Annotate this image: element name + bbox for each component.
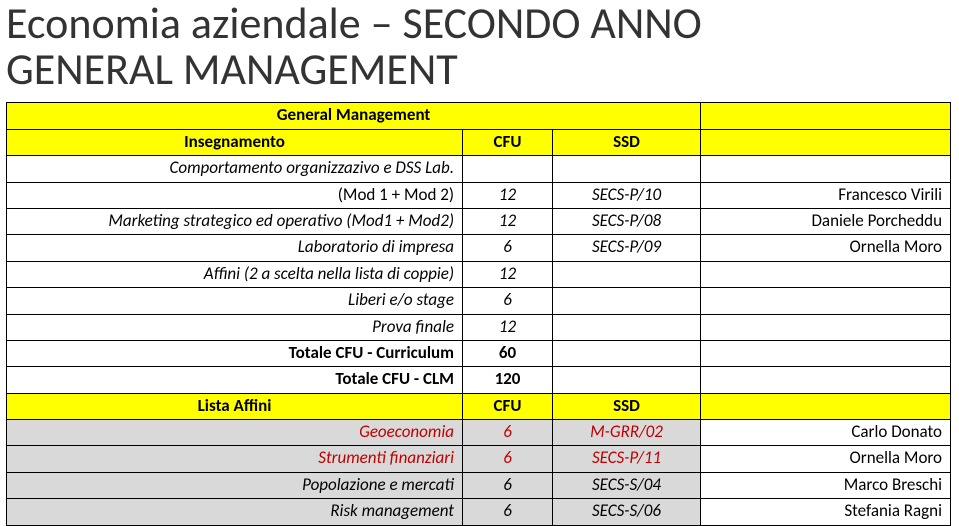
- table-header-row: General Management: [7, 103, 951, 129]
- header-empty: [701, 103, 951, 129]
- row-ssd: [553, 261, 701, 287]
- row-name: Totale CFU - Curriculum: [7, 340, 463, 366]
- affini-name: Strumenti finanziari: [7, 446, 463, 472]
- table-row: Liberi e/o stage 6: [7, 288, 951, 314]
- table-row: Marketing strategico ed operativo (Mod1 …: [7, 208, 951, 234]
- row-cfu: 6: [463, 235, 553, 261]
- affini-cfu: 6: [463, 420, 553, 446]
- affini-cfu: 6: [463, 446, 553, 472]
- table-row-total: Totale CFU - CLM 120: [7, 367, 951, 393]
- row-ssd: [553, 314, 701, 340]
- affini-col-lista: Lista Affini: [7, 393, 463, 419]
- table-subheader-row: Insegnamento CFU SSD: [7, 129, 951, 155]
- affini-row: Popolazione e mercati 6 SECS-S/04 Marco …: [7, 472, 951, 498]
- subheader-empty: [701, 129, 951, 155]
- table-row: Laboratorio di impresa 6 SECS-P/09 Ornel…: [7, 235, 951, 261]
- col-cfu: CFU: [463, 129, 553, 155]
- row-ssd: [553, 156, 701, 182]
- row-teacher: [701, 261, 951, 287]
- row-teacher: [701, 156, 951, 182]
- col-insegnamento: Insegnamento: [7, 129, 463, 155]
- row-cfu: [463, 156, 553, 182]
- affini-name: Risk management: [7, 499, 463, 525]
- affini-ssd: M-GRR/02: [553, 420, 701, 446]
- table-row-total: Totale CFU - Curriculum 60: [7, 340, 951, 366]
- row-name: Affini (2 a scelta nella lista di coppie…: [7, 261, 463, 287]
- affini-cfu: 6: [463, 472, 553, 498]
- row-teacher: [701, 367, 951, 393]
- affini-row: Geoeconomia 6 M-GRR/02 Carlo Donato: [7, 420, 951, 446]
- row-name: (Mod 1 + Mod 2): [7, 182, 463, 208]
- affini-ssd: SECS-S/06: [553, 499, 701, 525]
- page-title-line1: Economia aziendale – SECONDO ANNO: [6, 0, 953, 46]
- row-ssd: SECS-P/10: [553, 182, 701, 208]
- row-ssd: [553, 340, 701, 366]
- affini-teacher: Stefania Ragni: [701, 499, 951, 525]
- row-cfu: 60: [463, 340, 553, 366]
- col-ssd: SSD: [553, 129, 701, 155]
- table-row: (Mod 1 + Mod 2) 12 SECS-P/10 Francesco V…: [7, 182, 951, 208]
- row-name: Laboratorio di impresa: [7, 235, 463, 261]
- row-ssd: SECS-P/09: [553, 235, 701, 261]
- row-cfu: 12: [463, 314, 553, 340]
- row-teacher: [701, 314, 951, 340]
- affini-cfu: 6: [463, 499, 553, 525]
- row-name: Liberi e/o stage: [7, 288, 463, 314]
- row-ssd: [553, 288, 701, 314]
- table-row: Affini (2 a scelta nella lista di coppie…: [7, 261, 951, 287]
- affini-header-row: Lista Affini CFU SSD: [7, 393, 951, 419]
- affini-ssd: SECS-S/04: [553, 472, 701, 498]
- row-name: Marketing strategico ed operativo (Mod1 …: [7, 208, 463, 234]
- row-ssd: [553, 367, 701, 393]
- affini-header-empty: [701, 393, 951, 419]
- row-teacher: [701, 340, 951, 366]
- row-name: Prova finale: [7, 314, 463, 340]
- affini-teacher: Carlo Donato: [701, 420, 951, 446]
- row-teacher: Francesco Virili: [701, 182, 951, 208]
- affini-col-ssd: SSD: [553, 393, 701, 419]
- row-name: Totale CFU - CLM: [7, 367, 463, 393]
- table-row: Comportamento organizzazivo e DSS Lab.: [7, 156, 951, 182]
- header-label: General Management: [7, 103, 701, 129]
- affini-teacher: Marco Breschi: [701, 472, 951, 498]
- row-teacher: Ornella Moro: [701, 235, 951, 261]
- affini-name: Popolazione e mercati: [7, 472, 463, 498]
- row-teacher: Daniele Porcheddu: [701, 208, 951, 234]
- page-title-line2: GENERAL MANAGEMENT: [6, 46, 953, 92]
- row-ssd: SECS-P/08: [553, 208, 701, 234]
- affini-row: Strumenti finanziari 6 SECS-P/11 Ornella…: [7, 446, 951, 472]
- row-cfu: 12: [463, 261, 553, 287]
- row-cfu: 12: [463, 208, 553, 234]
- affini-col-cfu: CFU: [463, 393, 553, 419]
- affini-ssd: SECS-P/11: [553, 446, 701, 472]
- affini-row: Risk management 6 SECS-S/06 Stefania Rag…: [7, 499, 951, 525]
- row-cfu: 6: [463, 288, 553, 314]
- row-cfu: 120: [463, 367, 553, 393]
- row-cfu: 12: [463, 182, 553, 208]
- affini-name: Geoeconomia: [7, 420, 463, 446]
- curriculum-table: General Management Insegnamento CFU SSD …: [6, 102, 951, 525]
- row-name: Comportamento organizzazivo e DSS Lab.: [7, 156, 463, 182]
- row-teacher: [701, 288, 951, 314]
- affini-teacher: Ornella Moro: [701, 446, 951, 472]
- table-row: Prova finale 12: [7, 314, 951, 340]
